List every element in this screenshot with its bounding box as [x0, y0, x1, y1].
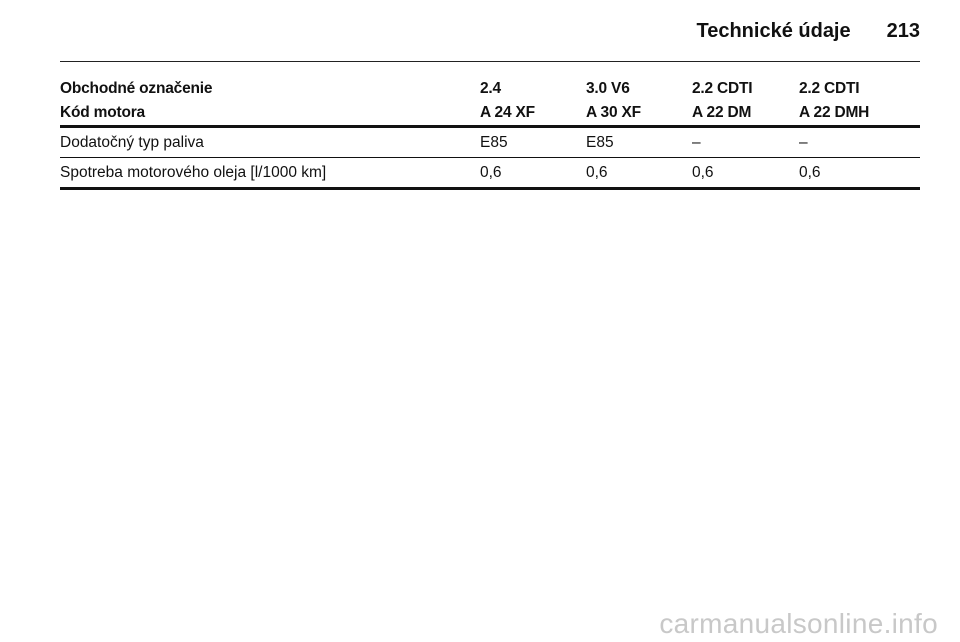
table-header-row: Obchodné označenie 2.4 3.0 V6 2.2 CDTI 2…	[60, 77, 920, 101]
header-cell: A 24 XF	[480, 104, 535, 121]
watermark-text: carmanualsonline.info	[659, 608, 938, 639]
row-label: Dodatočný typ paliva	[60, 133, 204, 151]
table-cell: E85	[480, 133, 508, 151]
table-cell: –	[799, 133, 808, 151]
table-bottom-divider	[60, 187, 920, 190]
section-title: Technické údaje	[696, 19, 851, 42]
table-cell: 0,6	[799, 163, 821, 181]
table-cell: 0,6	[586, 163, 608, 181]
page-header: Technické údaje 213	[60, 16, 920, 46]
table-header-divider	[60, 125, 920, 128]
header-cell: 2.2 CDTI	[692, 80, 753, 97]
table-cell: E85	[586, 133, 614, 151]
table-cell: –	[692, 133, 701, 151]
header-cell: 3.0 V6	[586, 80, 630, 97]
engine-spec-table: Obchodné označenie 2.4 3.0 V6 2.2 CDTI 2…	[60, 77, 920, 190]
table-row-divider	[60, 157, 920, 158]
header-divider	[60, 61, 920, 62]
header-cell: Obchodné označenie	[60, 80, 213, 97]
header-cell: 2.2 CDTI	[799, 80, 860, 97]
header-cell: 2.4	[480, 80, 501, 97]
table-header-row: Kód motora A 24 XF A 30 XF A 22 DM A 22 …	[60, 101, 920, 125]
row-label: Spotreba motorového oleja [l/1000 km]	[60, 163, 327, 181]
table-cell: 0,6	[692, 163, 714, 181]
header-cell: A 22 DMH	[799, 104, 870, 121]
table-cell: 0,6	[480, 163, 502, 181]
page-number: 213	[886, 19, 920, 42]
table-row: Spotreba motorového oleja [l/1000 km] 0,…	[60, 158, 920, 187]
header-cell: A 22 DM	[692, 104, 752, 121]
header-cell: Kód motora	[60, 104, 145, 121]
header-cell: A 30 XF	[586, 104, 641, 121]
table-row: Dodatočný typ paliva E85 E85 – –	[60, 128, 920, 157]
